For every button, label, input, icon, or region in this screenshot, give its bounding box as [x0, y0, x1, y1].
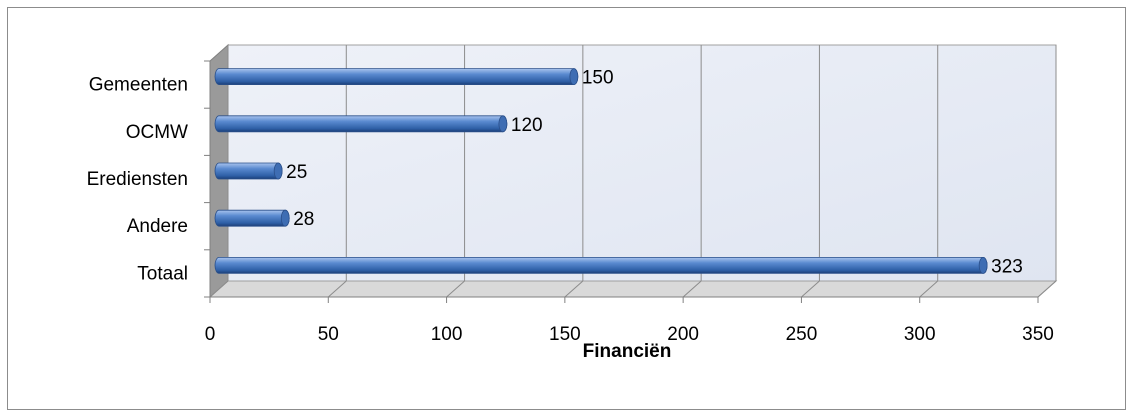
bar-cap [978, 256, 988, 274]
floor-grid-line [209, 280, 229, 298]
bar [214, 115, 508, 133]
x-tick-label: 150 [549, 324, 581, 345]
bar-cap [498, 115, 508, 133]
y-tick-label: Totaal [137, 263, 188, 284]
floor-grid-line [801, 280, 820, 298]
bar [214, 257, 988, 274]
floor-grid-line [682, 280, 702, 298]
bar-cap [280, 209, 290, 227]
y-tick-label: OCMW [126, 122, 188, 143]
y-tick-label: Andere [127, 216, 188, 237]
value-label: 150 [582, 68, 614, 89]
value-label: 323 [991, 256, 1023, 277]
x-tick-label: 100 [431, 324, 463, 345]
bar [214, 209, 290, 227]
x-tick-label: 350 [1022, 324, 1054, 345]
bar [214, 162, 283, 180]
floor-grid-line [327, 280, 347, 298]
value-label: 25 [286, 162, 307, 183]
x-axis-label: Financiën [583, 341, 672, 362]
floor-grid-line [446, 280, 465, 298]
value-label: 120 [511, 115, 543, 136]
floor-grid-line [1037, 280, 1057, 298]
x-tick-label: 250 [786, 324, 818, 345]
y-tick-label: Erediensten [87, 169, 188, 190]
floor-grid-line [919, 280, 939, 298]
x-tick-label: 50 [318, 324, 339, 345]
floor-grid-line [564, 280, 584, 298]
value-label: 28 [293, 209, 314, 230]
y-tick-label: Gemeenten [89, 75, 188, 96]
bar-cap [273, 162, 283, 180]
bar [214, 68, 579, 85]
x-tick-label: 0 [205, 324, 216, 345]
bar-cap [569, 68, 579, 85]
x-tick-label: 300 [904, 324, 936, 345]
x-tick-label: 200 [667, 324, 699, 345]
